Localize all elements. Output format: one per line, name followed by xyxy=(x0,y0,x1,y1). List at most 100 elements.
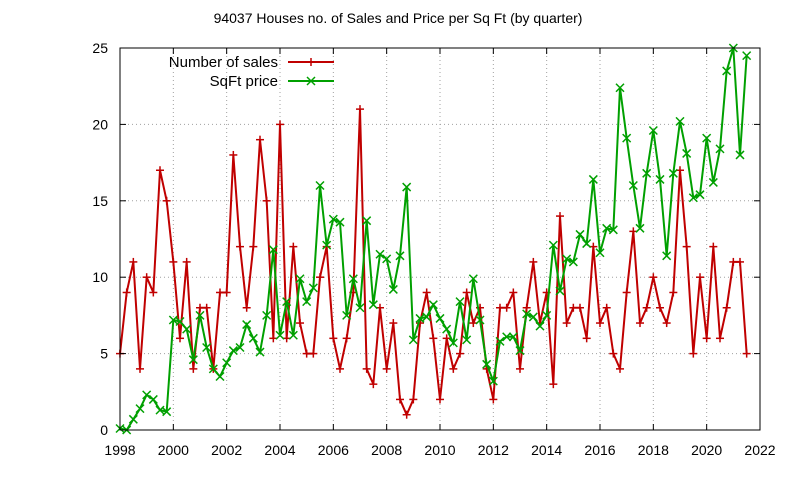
data-point-number-of-sales xyxy=(122,288,131,297)
axis-ticks: 1998 2000 2002 2004 2006 2008 2010 2012 2014 2016… xyxy=(92,40,775,458)
x-tick-label: 2012 xyxy=(478,442,509,458)
data-point-sqft-price xyxy=(695,190,705,200)
data-point-number-of-sales xyxy=(709,242,718,251)
data-point-number-of-sales xyxy=(436,395,444,404)
data-point-number-of-sales xyxy=(402,410,411,419)
data-point-number-of-sales xyxy=(242,303,251,312)
x-tick-label: 2000 xyxy=(158,442,189,458)
data-point-number-of-sales xyxy=(516,364,524,373)
data-point-number-of-sales xyxy=(396,395,404,404)
x-tick-label: 2006 xyxy=(318,442,349,458)
data-point-sqft-price xyxy=(555,286,565,296)
series-number-of-sales xyxy=(116,105,751,419)
data-point-sqft-price xyxy=(422,312,432,322)
data-point-sqft-price xyxy=(222,358,232,368)
data-point-sqft-price xyxy=(155,405,165,415)
data-point-number-of-sales xyxy=(169,257,178,266)
data-point-number-of-sales xyxy=(682,242,691,251)
data-point-number-of-sales xyxy=(562,319,571,328)
x-tick-label: 2008 xyxy=(371,442,402,458)
data-point-number-of-sales xyxy=(489,395,498,404)
data-point-number-of-sales xyxy=(296,319,304,328)
data-point-number-of-sales xyxy=(142,273,151,282)
data-point-sqft-price xyxy=(368,300,378,310)
data-point-sqft-price xyxy=(182,324,192,334)
data-point-number-of-sales xyxy=(409,395,418,404)
data-point-number-of-sales xyxy=(696,273,704,282)
y-tick-label: 15 xyxy=(92,193,108,209)
data-point-number-of-sales xyxy=(529,257,538,266)
data-point-number-of-sales xyxy=(369,380,378,389)
data-point-number-of-sales xyxy=(256,135,264,144)
data-point-sqft-price xyxy=(382,254,392,264)
data-point-number-of-sales xyxy=(556,212,564,221)
data-point-sqft-price xyxy=(215,371,225,382)
data-point-number-of-sales xyxy=(422,288,431,297)
data-point-number-of-sales xyxy=(342,334,351,343)
data-point-number-of-sales xyxy=(716,334,724,343)
data-point-sqft-price xyxy=(635,223,645,233)
data-point-sqft-price xyxy=(735,150,745,160)
data-point-number-of-sales xyxy=(549,380,558,389)
data-point-sqft-price xyxy=(522,309,532,319)
data-point-number-of-sales xyxy=(149,288,158,297)
x-tick-label: 2014 xyxy=(531,442,562,458)
data-point-number-of-sales xyxy=(129,257,138,266)
legend-entry-sqft-price: SqFt price xyxy=(210,73,334,90)
data-point-number-of-sales xyxy=(609,349,618,358)
x-tick-label: 2020 xyxy=(691,442,722,458)
data-point-number-of-sales xyxy=(622,288,631,297)
data-point-sqft-price xyxy=(342,310,352,320)
data-point-number-of-sales xyxy=(702,334,711,343)
data-point-sqft-price xyxy=(395,251,405,261)
data-point-sqft-price xyxy=(162,407,172,417)
data-point-sqft-price xyxy=(308,283,318,293)
data-point-sqft-price xyxy=(588,174,598,184)
data-point-number-of-sales xyxy=(336,364,344,373)
series-sqft-price xyxy=(115,43,752,435)
data-point-sqft-price xyxy=(675,116,685,126)
legend-marker-sqft-price xyxy=(306,76,316,86)
legend-marker-number-of-sales xyxy=(307,58,315,66)
data-point-number-of-sales xyxy=(249,242,258,251)
data-point-sqft-price xyxy=(615,83,625,93)
data-point-sqft-price xyxy=(442,324,452,334)
data-point-sqft-price xyxy=(682,148,692,158)
data-point-number-of-sales xyxy=(689,349,698,358)
data-point-number-of-sales xyxy=(636,319,644,328)
data-point-sqft-price xyxy=(135,404,145,414)
data-point-sqft-price xyxy=(462,335,472,345)
data-point-sqft-price xyxy=(542,310,552,320)
data-point-number-of-sales xyxy=(656,303,664,312)
data-point-number-of-sales xyxy=(522,303,531,312)
x-tick-label: 2010 xyxy=(424,442,455,458)
y-tick-label: 10 xyxy=(92,269,108,285)
data-point-number-of-sales xyxy=(449,364,458,373)
data-point-sqft-price xyxy=(208,364,218,374)
data-point-sqft-price xyxy=(348,274,358,284)
data-point-sqft-price xyxy=(448,338,458,348)
data-point-number-of-sales xyxy=(309,349,318,358)
data-point-number-of-sales xyxy=(262,196,271,205)
data-point-number-of-sales xyxy=(276,120,284,129)
data-point-number-of-sales xyxy=(176,334,184,343)
data-point-sqft-price xyxy=(568,257,578,267)
data-point-sqft-price xyxy=(535,321,545,331)
data-point-sqft-price xyxy=(608,225,618,235)
data-point-number-of-sales xyxy=(356,105,364,114)
data-point-sqft-price xyxy=(302,297,312,307)
data-point-sqft-price xyxy=(655,174,665,184)
data-point-number-of-sales xyxy=(736,257,744,266)
data-point-sqft-price xyxy=(202,342,212,353)
data-point-number-of-sales xyxy=(316,273,324,282)
data-point-sqft-price xyxy=(328,214,338,224)
x-tick-label: 2018 xyxy=(638,442,669,458)
data-point-sqft-price xyxy=(482,359,492,369)
data-point-number-of-sales xyxy=(582,334,591,343)
data-point-sqft-price xyxy=(528,312,538,322)
x-tick-label: 2022 xyxy=(744,442,775,458)
data-point-number-of-sales xyxy=(329,334,338,343)
data-point-sqft-price xyxy=(575,229,585,239)
data-point-number-of-sales xyxy=(236,242,244,251)
